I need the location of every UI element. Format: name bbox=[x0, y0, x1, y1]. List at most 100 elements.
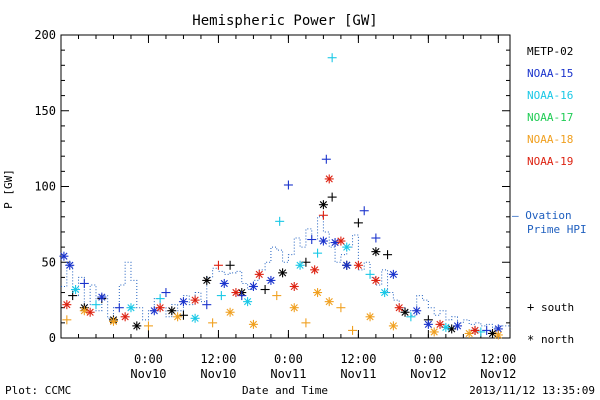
legend-noaa-19: NOAA-19 bbox=[527, 155, 573, 168]
north-noaa-15-point bbox=[248, 281, 258, 291]
chart-title: Hemispheric Power [GW] bbox=[192, 13, 377, 29]
north-noaa-18-point bbox=[324, 297, 334, 307]
marker-stroke bbox=[80, 307, 88, 315]
north-noaa-19-point bbox=[353, 260, 363, 270]
marker-stroke bbox=[343, 261, 351, 269]
marker-stroke bbox=[395, 304, 403, 312]
marker-stroke bbox=[226, 308, 234, 316]
south-noaa-15-point bbox=[283, 180, 293, 190]
marker-stroke bbox=[381, 288, 389, 297]
marker-stroke bbox=[494, 331, 502, 339]
south-metp-02-point bbox=[225, 260, 235, 270]
north-noaa-15-point bbox=[178, 297, 188, 307]
marker-stroke bbox=[173, 313, 182, 321]
north-noaa-15-point bbox=[59, 251, 69, 261]
x-tick-date-label: Nov12 bbox=[410, 367, 446, 381]
north-noaa-19-point bbox=[190, 295, 200, 305]
north-noaa-18-point bbox=[388, 321, 398, 331]
marker-stroke bbox=[488, 329, 497, 338]
marker-stroke bbox=[267, 276, 275, 285]
marker-stroke bbox=[413, 307, 421, 315]
y-tick-label: 200 bbox=[34, 28, 56, 42]
south-noaa-16-point bbox=[275, 216, 285, 226]
south-noaa-18-point bbox=[272, 291, 282, 301]
marker-legend: + south * north bbox=[527, 300, 574, 347]
south-noaa-15-point bbox=[482, 325, 492, 335]
north-noaa-19-point bbox=[394, 303, 404, 313]
south-noaa-15-point bbox=[307, 235, 317, 245]
north-noaa-16-point bbox=[243, 297, 253, 307]
south-noaa-18-point bbox=[301, 318, 311, 328]
marker-stroke bbox=[471, 326, 479, 335]
marker-stroke bbox=[448, 325, 456, 333]
north-noaa-16-point bbox=[295, 260, 305, 270]
south-metp-02-point bbox=[353, 218, 363, 228]
marker-stroke bbox=[442, 323, 450, 332]
north-metp-02-point bbox=[400, 307, 410, 317]
x-tick-date-label: Nov11 bbox=[270, 367, 306, 381]
north-noaa-15-point bbox=[65, 260, 75, 270]
south-metp-02-point bbox=[383, 250, 393, 260]
north-noaa-19-point bbox=[470, 325, 480, 335]
marker-stroke bbox=[337, 237, 345, 245]
north-noaa-15-point bbox=[330, 238, 340, 248]
marker-stroke bbox=[243, 298, 252, 306]
x-tick-time-label: 12:00 bbox=[200, 352, 236, 366]
south-marker-label: south bbox=[541, 301, 574, 314]
south-noaa-16-point bbox=[155, 294, 165, 304]
legend-metp-02: METP-02 bbox=[527, 45, 573, 58]
y-tick-label: 50 bbox=[42, 255, 56, 269]
marker-stroke bbox=[249, 320, 258, 328]
north-noaa-18-point bbox=[108, 316, 118, 326]
south-noaa-18-point bbox=[336, 303, 346, 313]
north-noaa-18-point bbox=[313, 288, 323, 298]
marker-stroke bbox=[313, 288, 322, 297]
north-noaa-18-point bbox=[173, 312, 183, 322]
marker-stroke bbox=[133, 322, 141, 330]
marker-stroke bbox=[232, 288, 240, 297]
marker-stroke bbox=[179, 298, 188, 306]
south-noaa-16-point bbox=[91, 300, 101, 310]
marker-stroke bbox=[325, 175, 333, 183]
north-noaa-19-point bbox=[336, 236, 346, 246]
marker-stroke bbox=[319, 201, 328, 209]
marker-stroke bbox=[220, 279, 228, 288]
marker-stroke bbox=[436, 320, 444, 328]
south-noaa-16-point bbox=[365, 269, 375, 279]
marker-stroke bbox=[60, 252, 68, 260]
marker-stroke bbox=[453, 322, 462, 330]
north-noaa-19-point bbox=[120, 312, 130, 322]
x-tick-time-label: 12:00 bbox=[480, 352, 516, 366]
ovation-legend-line1: — Ovation bbox=[512, 209, 572, 222]
marker-stroke bbox=[389, 270, 398, 278]
north-noaa-15-point bbox=[388, 269, 398, 279]
north-noaa-15-point bbox=[219, 278, 229, 288]
north-metp-02-point bbox=[278, 268, 288, 278]
north-noaa-19-point bbox=[85, 307, 95, 317]
footer-source: Plot: CCMC bbox=[5, 384, 71, 397]
footer-axis-label: Date and Time bbox=[242, 384, 328, 397]
legend-noaa-16: NOAA-16 bbox=[527, 89, 573, 102]
y-tick-label: 0 bbox=[49, 331, 56, 345]
marker-stroke bbox=[249, 282, 258, 291]
marker-stroke bbox=[372, 276, 380, 285]
north-metp-02-point bbox=[488, 328, 498, 338]
marker-stroke bbox=[430, 328, 438, 336]
south-noaa-15-point bbox=[202, 300, 212, 310]
north-noaa-19-point bbox=[310, 265, 320, 275]
legend-noaa-15: NOAA-15 bbox=[527, 67, 573, 80]
north-noaa-18-point bbox=[464, 328, 474, 338]
marker-stroke bbox=[354, 261, 363, 269]
ovation-legend: — Ovation Prime HPI bbox=[512, 209, 587, 236]
y-axis: 0 50 100 150 200 bbox=[34, 28, 510, 345]
north-noaa-15-point bbox=[318, 236, 328, 246]
marker-stroke bbox=[465, 329, 473, 338]
south-metp-02-point bbox=[260, 285, 270, 295]
marker-stroke bbox=[311, 266, 319, 274]
north-noaa-15-point bbox=[412, 306, 422, 316]
north-metp-02-point bbox=[202, 275, 212, 285]
north-noaa-15-point bbox=[342, 260, 352, 270]
ovation-legend-line2: Prime HPI bbox=[527, 223, 587, 236]
marker-stroke bbox=[191, 296, 199, 304]
north-noaa-19-point bbox=[254, 269, 264, 279]
